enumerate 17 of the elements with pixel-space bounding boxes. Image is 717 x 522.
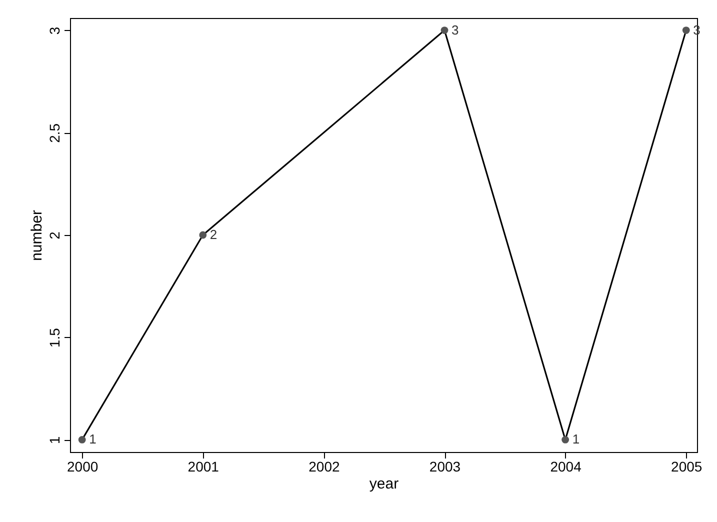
y-tick-label: 1 [46, 436, 62, 444]
y-axis-title: number [28, 210, 46, 261]
y-tick-label: 3 [46, 26, 62, 35]
data-label: 3 [452, 22, 459, 38]
x-tick-label: 2002 [308, 458, 340, 474]
y-tick-label: 2.5 [46, 123, 62, 143]
y-tick-label: 2 [46, 231, 62, 240]
data-label: 1 [89, 432, 96, 447]
x-tick-label: 2001 [188, 458, 220, 474]
x-tick-label: 2003 [429, 458, 461, 474]
y-tick-label: 1.5 [46, 328, 62, 348]
data-label: 1 [572, 432, 580, 447]
x-tick-label: 2005 [671, 458, 702, 474]
x-tick-label: 2004 [550, 458, 582, 474]
x-axis-title: year [369, 476, 399, 492]
data-label: 2 [210, 227, 218, 242]
x-tick-label: 2000 [67, 458, 98, 474]
